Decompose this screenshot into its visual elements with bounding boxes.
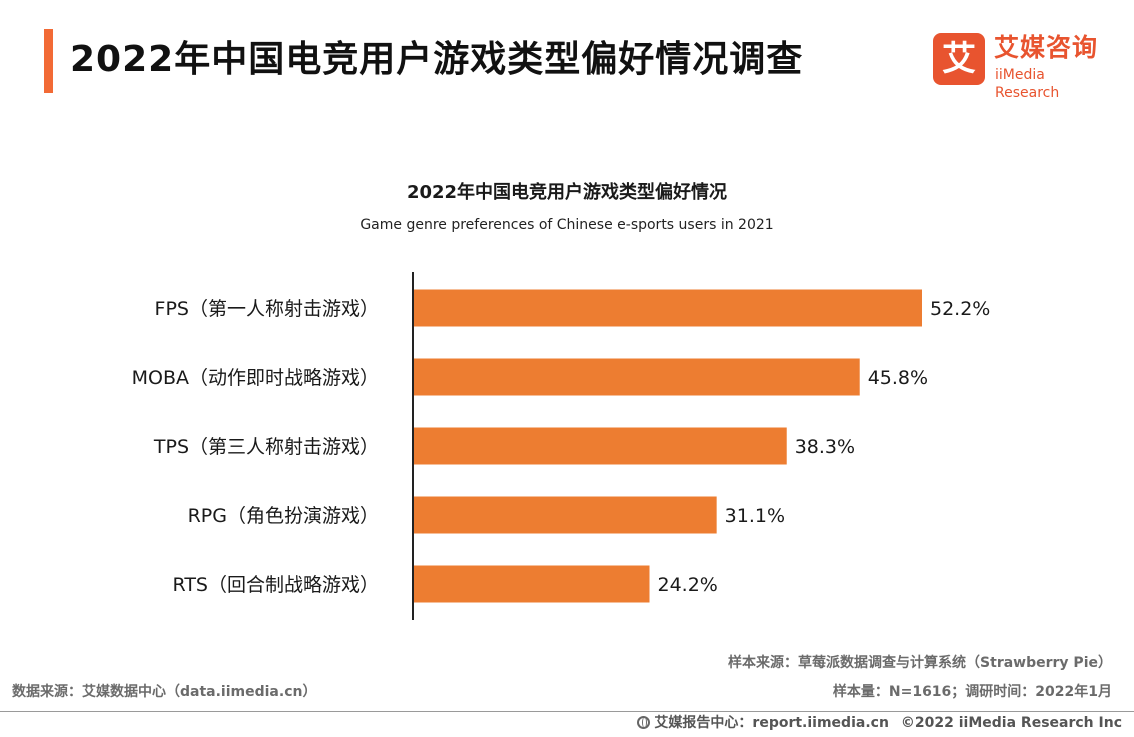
bar xyxy=(414,565,650,603)
value-label: 24.2% xyxy=(658,574,718,596)
value-label: 45.8% xyxy=(868,367,928,389)
page-title: 2022年中国电竞用户游戏类型偏好情况调查 xyxy=(70,39,804,80)
footer-bottom: 艾媒报告中心：report.iimedia.cn ©2022 iiMedia Re… xyxy=(625,714,1122,732)
bar xyxy=(414,289,922,327)
category-label: FPS（第一人称射击游戏） xyxy=(155,298,379,320)
logo-name-cn: 艾媒咨询 xyxy=(994,33,1099,62)
logo-mark-icon: 艾 xyxy=(933,33,985,85)
bar xyxy=(414,427,787,465)
category-label: RTS（回合制战略游戏） xyxy=(173,574,380,596)
chart-title: 2022年中国电竞用户游戏类型偏好情况 xyxy=(406,182,728,203)
report-center-link[interactable]: 艾媒报告中心：report.iimedia.cn xyxy=(654,715,889,731)
globe-icon xyxy=(637,716,651,729)
value-label: 31.1% xyxy=(725,505,785,527)
sample-info: 样本量：N=1616；调研时间：2022年1月 xyxy=(832,684,1112,700)
sample-source: 样本来源：草莓派数据调查与计算系统（Strawberry Pie） xyxy=(728,655,1112,671)
footer-divider xyxy=(0,711,1134,712)
value-label: 38.3% xyxy=(795,436,855,458)
chart-subtitle: Game genre preferences of Chinese e-spor… xyxy=(360,217,774,233)
bar xyxy=(414,358,860,396)
iimedia-logo: 艾 艾媒咨询 iiMedia Research xyxy=(933,33,1113,101)
copyright: ©2022 iiMedia Research Inc xyxy=(900,715,1122,731)
logo-name-en: iiMedia Research xyxy=(995,67,1060,101)
bar xyxy=(414,496,717,534)
category-label: TPS（第三人称射击游戏） xyxy=(153,436,379,458)
title-accent-bar xyxy=(44,29,53,93)
value-label: 52.2% xyxy=(930,298,990,320)
category-label: MOBA（动作即时战略游戏） xyxy=(132,367,379,389)
category-label: RPG（角色扮演游戏） xyxy=(188,505,379,527)
data-source: 数据来源：艾媒数据中心（data.iimedia.cn） xyxy=(12,684,317,700)
